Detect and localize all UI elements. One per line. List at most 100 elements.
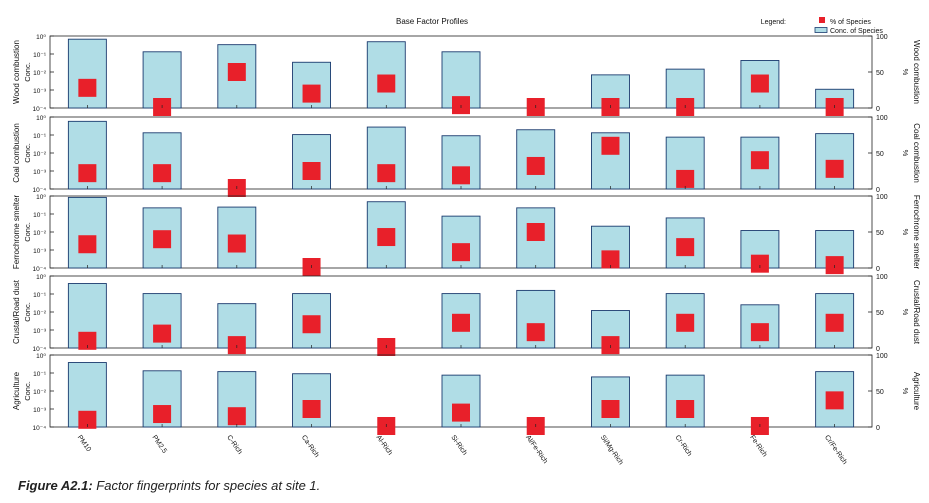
pct-marker [227, 234, 246, 253]
left-tick-label: 10⁻² [33, 389, 47, 396]
pct-marker [153, 164, 172, 183]
right-tick-label: 0 [876, 425, 880, 432]
left-tick-label: 10⁻² [33, 70, 47, 77]
right-tick-label: 0 [876, 266, 880, 273]
pct-marker [526, 223, 545, 241]
pct-marker [750, 254, 769, 273]
pct-marker [601, 250, 620, 269]
factor-profile-chart: Base Factor Profiles Legend: % of Species C… [12, 17, 921, 466]
pct-marker [302, 84, 321, 103]
pct-marker [452, 313, 470, 332]
pct-marker [601, 400, 620, 418]
pct-marker [750, 151, 769, 170]
pct-marker [302, 162, 321, 180]
pct-marker [78, 164, 97, 183]
pct-marker [825, 159, 844, 178]
pct-marker [452, 243, 470, 262]
pct-marker [825, 313, 844, 332]
pct-marker [153, 230, 172, 249]
pct-marker [78, 410, 97, 429]
pct-marker [676, 169, 695, 188]
legend-marker-pct-species [819, 17, 825, 23]
figure-caption: Figure A2.1: Factor fingerprints for spe… [18, 478, 320, 493]
chart-title: Base Factor Profiles [396, 17, 468, 26]
conc-bar [292, 134, 331, 190]
panel-pct-label: % [901, 309, 910, 316]
right-tick-label: 100 [876, 353, 888, 360]
left-tick-label: 10⁻³ [33, 248, 47, 255]
panel-pct-label: % [901, 150, 910, 157]
panel-pct-label: % [901, 388, 910, 395]
category-label: Al-Rich [375, 434, 394, 457]
panel-right-label-wood-combustion: Wood combustion [912, 40, 921, 104]
category-label: Fe-Rich [748, 434, 768, 458]
left-tick-label: 10⁻⁴ [33, 106, 47, 113]
left-tick-label: 10⁻³ [33, 328, 47, 335]
conc-bar [67, 196, 107, 269]
pct-marker [676, 400, 695, 418]
panel-conc-label: Conc. [23, 222, 32, 242]
legend-entry-conc-species: Conc. of Species [830, 28, 883, 35]
panel-conc-label: Conc. [23, 302, 32, 322]
left-tick-label: 10⁻⁴ [33, 266, 47, 273]
left-tick-label: 10⁰ [36, 274, 46, 281]
pct-marker [227, 407, 246, 426]
pct-marker [78, 235, 97, 254]
legend-marker-conc-species [814, 27, 828, 33]
category-label: C-Rich [225, 434, 243, 456]
panel-conc-label: Conc. [23, 143, 32, 163]
figure-caption-label: Figure A2.1: [18, 478, 93, 493]
category-label: PM2.5 [150, 434, 167, 455]
panel-conc-label: Conc. [23, 381, 32, 401]
category-label: Cr/Fe-Rich [823, 434, 848, 466]
pct-marker [676, 313, 695, 332]
pct-marker [153, 324, 172, 343]
right-tick-label: 50 [876, 151, 884, 158]
left-tick-label: 10⁻² [33, 230, 47, 237]
panel-left-label-coal-combustion: Coal combustion [12, 123, 21, 183]
pct-marker [377, 74, 396, 93]
panel-left-label-agriculture: Agriculture [12, 371, 21, 410]
left-tick-label: 10⁻⁴ [33, 346, 47, 353]
panel-right-label-coal-combustion: Coal combustion [912, 123, 921, 183]
left-tick-label: 10⁻¹ [33, 52, 47, 59]
right-tick-label: 50 [876, 389, 884, 396]
left-tick-label: 10⁻² [33, 151, 47, 158]
left-tick-label: 10⁰ [36, 115, 46, 122]
right-tick-label: 100 [876, 274, 888, 281]
pct-marker [452, 403, 470, 422]
pct-marker [78, 331, 97, 350]
right-tick-label: 50 [876, 310, 884, 317]
pct-marker [377, 164, 396, 183]
panel-left-label-ferrochrome-smelter: Ferrochrome smelter [12, 195, 21, 270]
right-tick-label: 0 [876, 346, 880, 353]
pct-marker [302, 315, 321, 334]
pct-marker [825, 391, 844, 410]
panel-pct-label: % [901, 229, 910, 236]
left-tick-label: 10⁻³ [33, 88, 47, 95]
panel-right-label-agriculture: Agriculture [912, 372, 921, 411]
right-tick-label: 50 [876, 70, 884, 77]
left-tick-label: 10⁻⁴ [33, 187, 47, 194]
right-tick-label: 100 [876, 34, 888, 41]
category-label: Ca-Rich [300, 434, 320, 459]
panel-conc-label: Conc. [23, 62, 32, 82]
right-tick-label: 100 [876, 115, 888, 122]
left-tick-label: 10⁰ [36, 34, 46, 41]
panel-right-label-crustal-road-dust: Crustal/Road dust [912, 280, 921, 345]
panel-left-label-wood-combustion: Wood combustion [12, 40, 21, 104]
legend-label: Legend: [761, 19, 786, 26]
right-tick-label: 0 [876, 187, 880, 194]
left-tick-label: 10⁰ [36, 353, 46, 360]
left-tick-label: 10⁻¹ [33, 212, 47, 219]
conc-bar [67, 38, 107, 109]
left-tick-label: 10⁻¹ [33, 133, 47, 140]
pct-marker [750, 323, 769, 342]
pct-marker [526, 156, 545, 175]
conc-bar [591, 310, 630, 349]
pct-marker [377, 228, 396, 247]
legend-entry-pct-species: % of Species [830, 19, 871, 26]
left-tick-label: 10⁻⁴ [33, 425, 47, 432]
pct-marker [750, 74, 769, 93]
panel-pct-label: % [901, 69, 910, 76]
